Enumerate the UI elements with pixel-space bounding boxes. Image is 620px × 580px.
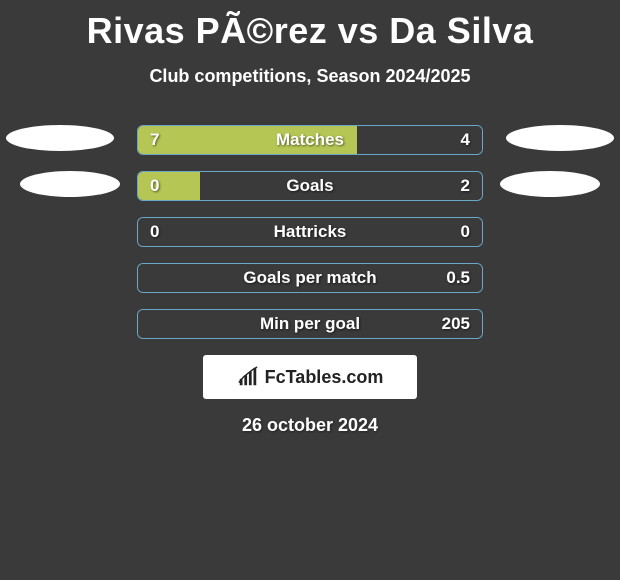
player-right-ellipse — [506, 125, 614, 151]
stat-row: Goals per match0.5 — [0, 263, 620, 293]
stat-bar: Goals02 — [137, 171, 483, 201]
player-right-ellipse — [500, 171, 600, 197]
stat-bar-right — [138, 218, 482, 246]
stat-bar: Goals per match0.5 — [137, 263, 483, 293]
stat-bar-left — [138, 126, 357, 154]
date-text: 26 october 2024 — [0, 415, 620, 436]
stat-row: Goals02 — [0, 171, 620, 201]
page-title: Rivas PÃ©rez vs Da Silva — [0, 0, 620, 52]
stat-bar-right — [200, 172, 482, 200]
stat-bar: Matches74 — [137, 125, 483, 155]
stat-bar: Min per goal205 — [137, 309, 483, 339]
stat-row: Min per goal205 — [0, 309, 620, 339]
player-left-ellipse — [20, 171, 120, 197]
logo-box: FcTables.com — [203, 355, 417, 399]
stat-bar-right — [357, 126, 482, 154]
stat-bar-left — [138, 172, 200, 200]
stat-bar-right — [138, 264, 482, 292]
stat-bar: Hattricks00 — [137, 217, 483, 247]
stat-row: Hattricks00 — [0, 217, 620, 247]
chart-icon — [237, 366, 259, 388]
player-left-ellipse — [6, 125, 114, 151]
stat-bar-right — [138, 310, 482, 338]
stat-row: Matches74 — [0, 125, 620, 155]
subtitle: Club competitions, Season 2024/2025 — [0, 66, 620, 87]
comparison-rows: Matches74 Goals02 Hattricks00 Goals per mat… — [0, 125, 620, 339]
logo-text: FcTables.com — [265, 367, 384, 388]
